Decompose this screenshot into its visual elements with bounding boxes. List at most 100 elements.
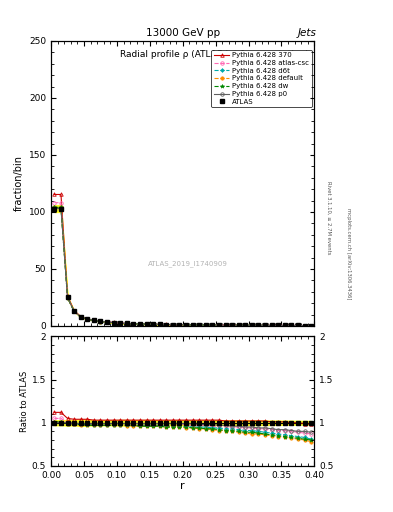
Pythia 6.428 d6t xyxy=(283,323,287,329)
ATLAS xyxy=(98,318,103,325)
Pythia 6.428 d6t xyxy=(52,204,57,210)
Pythia 6.428 atlas-csc xyxy=(197,322,202,328)
ATLAS xyxy=(177,322,182,328)
Pythia 6.428 atlas-csc xyxy=(177,322,182,328)
Pythia 6.428 d6t xyxy=(309,323,314,329)
Pythia 6.428 p0 xyxy=(177,322,182,328)
ATLAS xyxy=(276,323,281,329)
Pythia 6.428 p0 xyxy=(223,322,228,328)
Pythia 6.428 370 xyxy=(210,322,215,328)
Pythia 6.428 370 xyxy=(243,322,248,328)
Pythia 6.428 p0 xyxy=(118,320,123,326)
Pythia 6.428 p0 xyxy=(52,205,57,211)
Pythia 6.428 atlas-csc xyxy=(52,200,57,206)
Pythia 6.428 370 xyxy=(197,322,202,328)
ATLAS xyxy=(256,322,261,328)
Pythia 6.428 d6t xyxy=(269,323,274,329)
Pythia 6.428 d6t xyxy=(171,322,175,328)
Pythia 6.428 d6t xyxy=(92,317,96,324)
ATLAS xyxy=(105,319,109,325)
Pythia 6.428 atlas-csc xyxy=(92,317,96,324)
Pythia 6.428 dw xyxy=(250,322,254,328)
Pythia 6.428 dw xyxy=(157,322,162,328)
Pythia 6.428 d6t xyxy=(118,320,123,326)
Pythia 6.428 p0 xyxy=(190,322,195,328)
Pythia 6.428 atlas-csc xyxy=(184,322,188,328)
Pythia 6.428 dw xyxy=(138,321,142,327)
Pythia 6.428 dw xyxy=(236,322,241,328)
Pythia 6.428 d6t xyxy=(78,314,83,320)
Pythia 6.428 p0 xyxy=(59,205,63,211)
Pythia 6.428 370 xyxy=(184,322,188,328)
Line: Pythia 6.428 default: Pythia 6.428 default xyxy=(53,206,313,327)
Pythia 6.428 default xyxy=(171,322,175,328)
Pythia 6.428 atlas-csc xyxy=(283,323,287,329)
Pythia 6.428 dw xyxy=(204,322,208,328)
Pythia 6.428 atlas-csc xyxy=(230,322,235,328)
Pythia 6.428 d6t xyxy=(197,322,202,328)
Pythia 6.428 370 xyxy=(125,321,129,327)
ATLAS xyxy=(72,308,77,314)
ATLAS xyxy=(263,322,267,328)
Pythia 6.428 atlas-csc xyxy=(236,322,241,328)
Pythia 6.428 370 xyxy=(72,308,77,314)
Pythia 6.428 p0 xyxy=(296,323,300,329)
Pythia 6.428 dw xyxy=(151,322,156,328)
Pythia 6.428 p0 xyxy=(131,321,136,327)
Pythia 6.428 p0 xyxy=(151,321,156,327)
Pythia 6.428 default xyxy=(263,323,267,329)
Pythia 6.428 p0 xyxy=(230,322,235,328)
ATLAS xyxy=(164,322,169,328)
Pythia 6.428 370 xyxy=(59,191,63,198)
Pythia 6.428 atlas-csc xyxy=(105,319,109,325)
Pythia 6.428 d6t xyxy=(125,321,129,327)
Pythia 6.428 default xyxy=(138,321,142,327)
ATLAS xyxy=(302,323,307,329)
ATLAS xyxy=(289,323,294,329)
Pythia 6.428 dw xyxy=(85,316,90,323)
Pythia 6.428 d6t xyxy=(296,323,300,329)
Pythia 6.428 370 xyxy=(164,322,169,328)
ATLAS xyxy=(296,323,300,329)
Pythia 6.428 p0 xyxy=(184,322,188,328)
Pythia 6.428 dw xyxy=(210,322,215,328)
Pythia 6.428 d6t xyxy=(98,318,103,325)
ATLAS xyxy=(197,322,202,328)
Pythia 6.428 default xyxy=(78,314,83,320)
Pythia 6.428 default xyxy=(276,323,281,329)
Y-axis label: fraction/bin: fraction/bin xyxy=(13,156,24,211)
Pythia 6.428 default xyxy=(250,323,254,329)
Pythia 6.428 default xyxy=(210,322,215,328)
Pythia 6.428 default xyxy=(230,322,235,328)
Pythia 6.428 p0 xyxy=(85,316,90,322)
Pythia 6.428 370 xyxy=(138,321,142,327)
Pythia 6.428 d6t xyxy=(151,321,156,327)
Pythia 6.428 370 xyxy=(296,323,300,329)
Pythia 6.428 dw xyxy=(92,317,96,324)
Line: Pythia 6.428 dw: Pythia 6.428 dw xyxy=(52,205,313,328)
Pythia 6.428 atlas-csc xyxy=(164,322,169,328)
Pythia 6.428 p0 xyxy=(171,322,175,328)
Pythia 6.428 370 xyxy=(230,322,235,328)
Pythia 6.428 dw xyxy=(52,204,57,210)
Pythia 6.428 atlas-csc xyxy=(118,320,123,326)
Pythia 6.428 p0 xyxy=(157,322,162,328)
Pythia 6.428 d6t xyxy=(164,322,169,328)
Pythia 6.428 d6t xyxy=(72,308,77,314)
Pythia 6.428 370 xyxy=(131,321,136,327)
Pythia 6.428 dw xyxy=(269,323,274,329)
Pythia 6.428 370 xyxy=(217,322,221,328)
Pythia 6.428 atlas-csc xyxy=(256,322,261,328)
Pythia 6.428 370 xyxy=(144,321,149,327)
Pythia 6.428 default xyxy=(72,308,77,314)
Pythia 6.428 atlas-csc xyxy=(144,321,149,327)
Pythia 6.428 p0 xyxy=(302,323,307,329)
Pythia 6.428 atlas-csc xyxy=(223,322,228,328)
ATLAS xyxy=(236,322,241,328)
Pythia 6.428 d6t xyxy=(243,322,248,328)
Pythia 6.428 370 xyxy=(151,321,156,327)
ATLAS xyxy=(210,322,215,328)
Legend: Pythia 6.428 370, Pythia 6.428 atlas-csc, Pythia 6.428 d6t, Pythia 6.428 default: Pythia 6.428 370, Pythia 6.428 atlas-csc… xyxy=(211,50,312,108)
X-axis label: r: r xyxy=(180,481,185,491)
ATLAS xyxy=(250,322,254,328)
